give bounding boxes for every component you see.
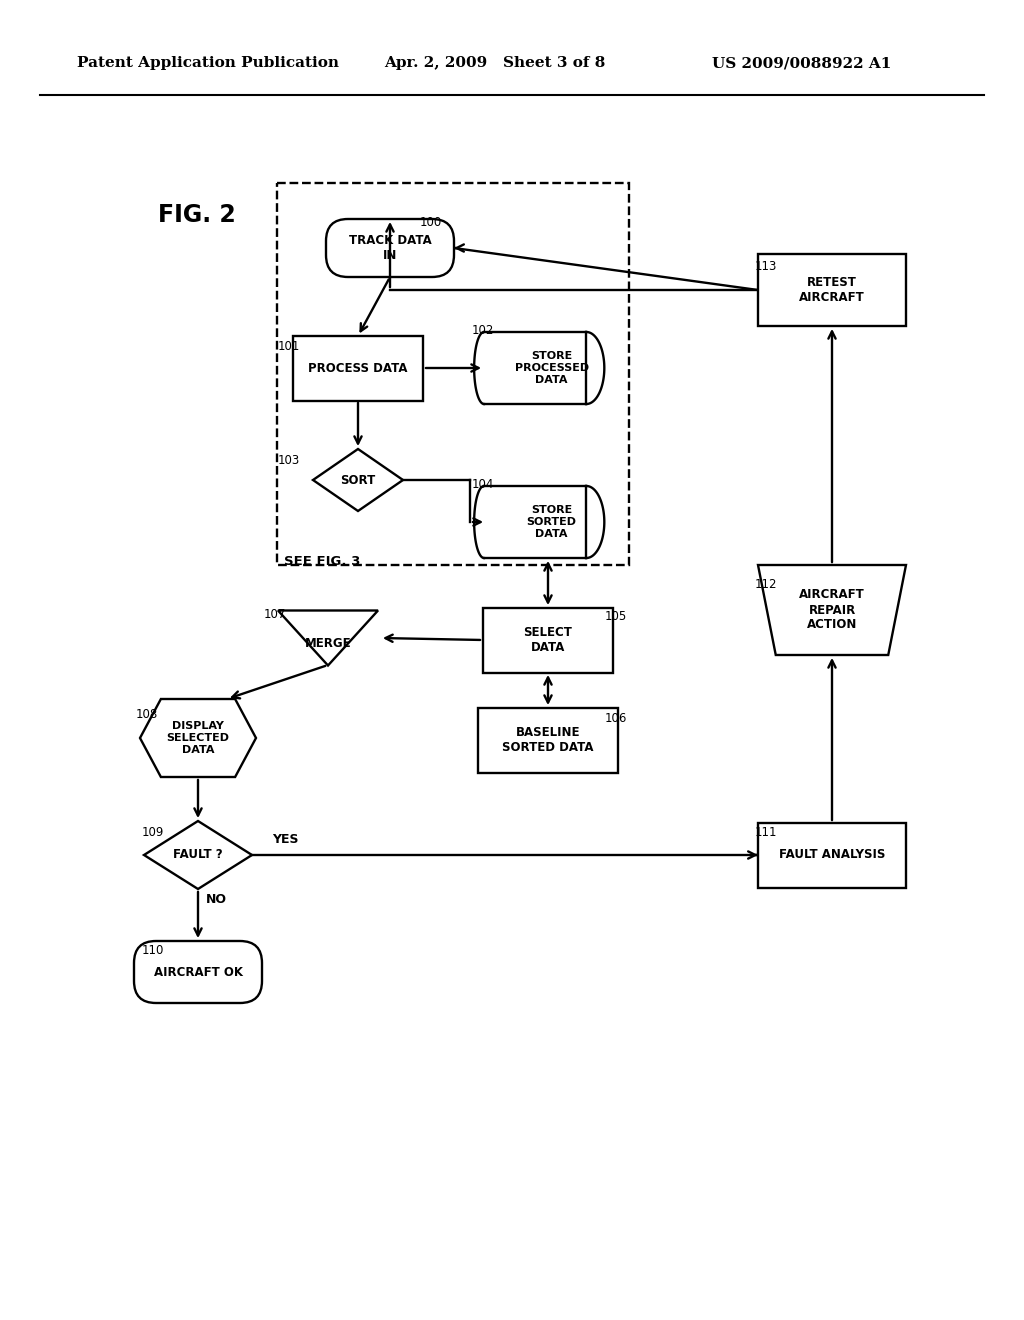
Polygon shape xyxy=(313,449,403,511)
Text: 107: 107 xyxy=(264,609,287,622)
Text: MERGE: MERGE xyxy=(305,638,351,649)
Text: 102: 102 xyxy=(472,323,495,337)
Text: Apr. 2, 2009   Sheet 3 of 8: Apr. 2, 2009 Sheet 3 of 8 xyxy=(384,57,605,70)
Text: 106: 106 xyxy=(605,711,628,725)
Bar xyxy=(484,486,604,558)
Text: 105: 105 xyxy=(605,610,628,623)
Text: STORE
PROCESSED
DATA: STORE PROCESSED DATA xyxy=(514,351,589,384)
Polygon shape xyxy=(278,610,378,665)
Polygon shape xyxy=(140,700,256,777)
Bar xyxy=(483,607,613,672)
Text: 108: 108 xyxy=(136,709,159,722)
Text: SORT: SORT xyxy=(340,474,376,487)
Bar xyxy=(758,253,906,326)
Text: AIRCRAFT OK: AIRCRAFT OK xyxy=(154,965,243,978)
Text: 110: 110 xyxy=(142,944,165,957)
Text: FAULT ?: FAULT ? xyxy=(173,849,223,862)
Polygon shape xyxy=(144,821,252,888)
Bar xyxy=(484,333,604,404)
Text: AIRCRAFT
REPAIR
ACTION: AIRCRAFT REPAIR ACTION xyxy=(799,589,865,631)
Bar xyxy=(278,183,629,565)
Text: 109: 109 xyxy=(142,825,165,838)
Text: 101: 101 xyxy=(278,339,300,352)
Text: 111: 111 xyxy=(755,825,777,838)
Text: 104: 104 xyxy=(472,478,495,491)
Text: FIG. 2: FIG. 2 xyxy=(158,203,236,227)
Text: YES: YES xyxy=(272,833,299,846)
Text: 103: 103 xyxy=(278,454,300,466)
Bar xyxy=(293,335,423,400)
Text: 100: 100 xyxy=(420,215,442,228)
Text: PROCESS DATA: PROCESS DATA xyxy=(308,362,408,375)
Text: DISPLAY
SELECTED
DATA: DISPLAY SELECTED DATA xyxy=(167,722,229,755)
FancyBboxPatch shape xyxy=(326,219,454,277)
Polygon shape xyxy=(758,565,906,655)
Bar xyxy=(478,708,618,772)
Polygon shape xyxy=(587,333,604,404)
Text: SEE FIG. 3: SEE FIG. 3 xyxy=(284,554,360,568)
Text: TRACK DATA
IN: TRACK DATA IN xyxy=(348,234,431,261)
Text: FAULT ANALYSIS: FAULT ANALYSIS xyxy=(779,849,885,862)
Text: US 2009/0088922 A1: US 2009/0088922 A1 xyxy=(712,57,891,70)
FancyBboxPatch shape xyxy=(134,941,262,1003)
Text: 112: 112 xyxy=(755,578,777,591)
Text: STORE
SORTED
DATA: STORE SORTED DATA xyxy=(526,506,577,539)
Text: RETEST
AIRCRAFT: RETEST AIRCRAFT xyxy=(799,276,865,304)
Text: BASELINE
SORTED DATA: BASELINE SORTED DATA xyxy=(502,726,594,754)
Text: SELECT
DATA: SELECT DATA xyxy=(523,626,572,653)
Polygon shape xyxy=(587,486,604,558)
Text: NO: NO xyxy=(206,894,227,906)
Text: Patent Application Publication: Patent Application Publication xyxy=(77,57,339,70)
Bar xyxy=(758,822,906,887)
Text: 113: 113 xyxy=(755,260,777,273)
